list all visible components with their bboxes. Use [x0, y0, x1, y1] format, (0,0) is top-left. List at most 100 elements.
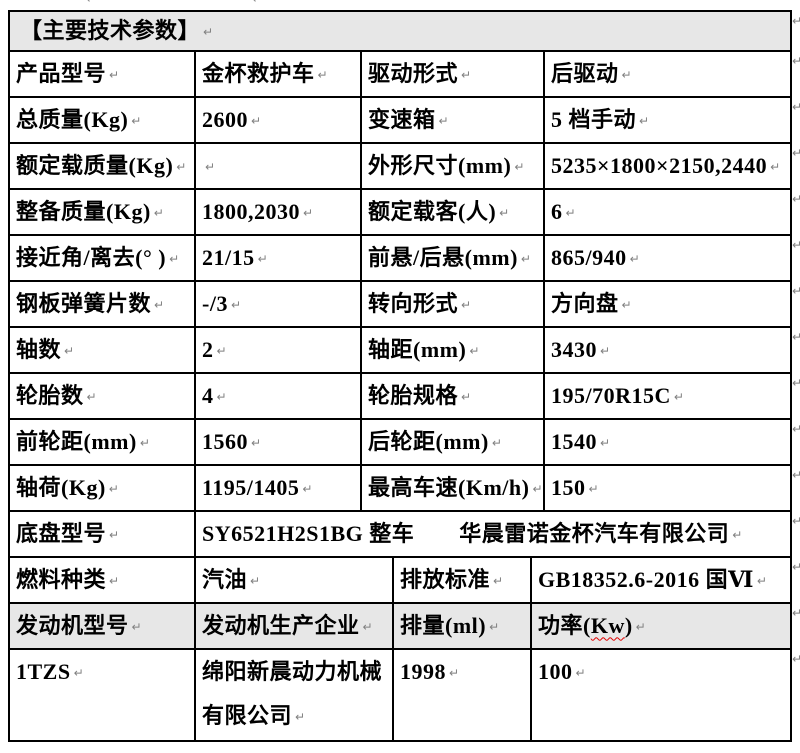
pilcrow-mark: ↵ — [461, 68, 472, 83]
pilcrow-mark: ↵ — [250, 574, 261, 589]
param-label-text: 前悬/后悬(mm) — [368, 245, 518, 271]
param-label-text: 接近角/离去(° ) — [16, 245, 167, 271]
param-label: 额定载质量(Kg) ↵ — [8, 142, 196, 190]
param-value: 3430 ↵ — [542, 326, 793, 374]
param-label-text: 转向形式 — [368, 291, 459, 317]
pilcrow-mark: ↵ — [770, 160, 781, 175]
pilcrow-mark: ↵ — [216, 390, 227, 405]
pilcrow-mark: ↵ — [109, 68, 120, 83]
row-end-pilcrow-mark: ↵ — [792, 560, 800, 574]
param-value-text: 1195/1405 — [202, 475, 300, 501]
param-value: 6 ↵ — [542, 188, 793, 236]
pilcrow-mark: ↵ — [575, 666, 586, 680]
param-label-text: 总质量(Kg) — [16, 107, 129, 133]
param-label: 发动机型号 ↵ — [8, 602, 196, 650]
param-value-text: 21/15 — [202, 245, 255, 271]
param-label-text: 额定载质量(Kg) — [16, 153, 174, 179]
param-value: GB18352.6-2016 国Ⅵ ↵ — [530, 556, 792, 604]
param-label: 钢板弹簧片数 ↵ — [8, 280, 196, 328]
param-value: 4 ↵ — [194, 372, 362, 420]
row-end-pilcrow-mark: ↵ — [792, 146, 800, 160]
table-row: 底盘型号 ↵ SY6521H2S1BG 整车 华晨雷诺金杯汽车有限公司 ↵ — [8, 510, 793, 558]
param-value-text: 5 档手动 — [551, 107, 637, 133]
param-label-text: 1998 — [400, 659, 446, 684]
param-value: 1195/1405 ↵ — [194, 464, 362, 512]
param-value-text: 3430 — [551, 337, 597, 363]
pilcrow-mark: ↵ — [732, 528, 743, 543]
pilcrow-mark: ↵ — [86, 390, 97, 405]
row-end-pilcrow-mark: ↵ — [792, 192, 800, 206]
pilcrow-mark: ↵ — [205, 160, 216, 175]
table-row: 接近角/离去(° ) ↵ 21/15 ↵ 前悬/后悬(mm) ↵ 865/940 ↵ — [8, 234, 793, 282]
param-label: 接近角/离去(° ) ↵ — [8, 234, 196, 282]
pilcrow-mark: ↵ — [153, 206, 164, 221]
table-row: 产品型号 ↵ 金杯救护车 ↵ 驱动形式 ↵ 后驱动 ↵ — [8, 50, 793, 98]
param-value: SY6521H2S1BG 整车 华晨雷诺金杯汽车有限公司 ↵ — [193, 510, 793, 558]
pilcrow-mark: ↵ — [303, 206, 314, 221]
param-label-text: 1TZS — [16, 659, 71, 684]
param-label: 发动机生产企业 ↵ — [194, 602, 394, 650]
spec-table-engine: 燃料种类 ↵ 汽油 ↵ 排放标准 ↵ GB18352.6-2016 国Ⅵ ↵ 发动机型号 ↵ 发动机… — [8, 556, 792, 742]
pilcrow-mark: ↵ — [203, 25, 214, 40]
clipped-text-artifact: ↵ — [252, 0, 263, 7]
param-label: 1998 ↵ — [392, 648, 532, 742]
row-end-pilcrow-mark: ↵ — [792, 100, 800, 114]
param-value-text: 1540 — [551, 429, 597, 455]
param-value: 后驱动 ↵ — [542, 50, 793, 98]
table-row: 前轮距(mm) ↵ 1560 ↵ 后轮距(mm) ↵ 1540 ↵ — [8, 418, 793, 466]
param-value-text: 5235×1800×2150,2440 — [551, 153, 768, 179]
param-value-text: 195/70R15C — [551, 383, 671, 409]
spec-table-main: 【主要技术参数】 ↵ 产品型号 ↵ 金杯救护车 ↵ 驱动形式 ↵ 后驱动 ↵ 总质量(Kg) ↵ 260… — [7, 10, 793, 558]
param-label: 前轮距(mm) ↵ — [8, 418, 196, 466]
param-value-text: 1800,2030 — [202, 199, 300, 225]
table-row: 燃料种类 ↵ 汽油 ↵ 排放标准 ↵ GB18352.6-2016 国Ⅵ ↵ — [8, 556, 792, 604]
param-value: 865/940 ↵ — [542, 234, 793, 282]
table-row: 总质量(Kg) ↵ 2600 ↵ 变速箱 ↵ 5 档手动 ↵ — [8, 96, 793, 144]
section-header: 【主要技术参数】 ↵ — [7, 10, 793, 52]
pilcrow-mark: ↵ — [639, 114, 650, 129]
param-label-text: 后轮距(mm) — [368, 429, 489, 455]
param-label-text: 额定载客(人) — [368, 199, 497, 225]
pilcrow-mark: ↵ — [176, 160, 187, 175]
param-value: 195/70R15C ↵ — [542, 372, 793, 420]
param-label: 变速箱 ↵ — [360, 96, 545, 144]
row-end-pilcrow-mark: ↵ — [792, 606, 800, 620]
pilcrow-mark: ↵ — [251, 436, 262, 451]
pilcrow-mark: ↵ — [600, 344, 611, 359]
pilcrow-mark: ↵ — [169, 252, 180, 267]
row-end-pilcrow-mark: ↵ — [792, 284, 800, 298]
clipped-text-artifact: ↵ — [86, 0, 97, 7]
pilcrow-mark: ↵ — [469, 344, 480, 359]
pilcrow-mark: ↵ — [499, 206, 510, 221]
param-value-text: 绵阳新晨动力机械有限公司 — [202, 659, 383, 728]
param-value: 1800,2030 ↵ — [194, 188, 362, 236]
pilcrow-mark: ↵ — [230, 298, 242, 313]
pilcrow-mark: ↵ — [108, 482, 119, 497]
param-label: 功率(Kw) ↵ — [530, 602, 792, 650]
row-end-pilcrow-mark: ↵ — [792, 422, 800, 436]
section-header-row: 【主要技术参数】 ↵ — [7, 10, 793, 52]
param-label-text: 排量(ml) — [400, 613, 487, 639]
section-header-text: 【主要技术参数】 — [20, 18, 201, 44]
param-value: 1540 ↵ — [542, 418, 793, 466]
param-label: 转向形式 ↵ — [360, 280, 545, 328]
param-label: 外形尺寸(mm) ↵ — [360, 142, 545, 190]
param-label-text: 轮胎数 — [16, 383, 84, 409]
pilcrow-mark: ↵ — [131, 620, 142, 635]
param-value-text: 865/940 — [551, 245, 627, 271]
row-end-pilcrow-mark: ↵ — [792, 330, 800, 344]
param-label: 总质量(Kg) ↵ — [8, 96, 196, 144]
param-label: 轴距(mm) ↵ — [360, 326, 545, 374]
param-label-text: 底盘型号 — [16, 521, 107, 547]
param-label: 最高车速(Km/h) ↵ — [360, 464, 545, 512]
param-label: 产品型号 ↵ — [8, 50, 196, 98]
param-value-text: 6 — [551, 199, 563, 225]
param-value: 金杯救护车 ↵ — [194, 50, 362, 98]
param-label: 1TZS ↵ — [8, 648, 196, 742]
pilcrow-mark: ↵ — [154, 298, 165, 313]
param-value: 150 ↵ — [542, 464, 793, 512]
row-end-pilcrow-mark: ↵ — [792, 54, 800, 68]
param-value-text: 汽油 — [202, 567, 248, 593]
pilcrow-mark: ↵ — [491, 436, 502, 451]
